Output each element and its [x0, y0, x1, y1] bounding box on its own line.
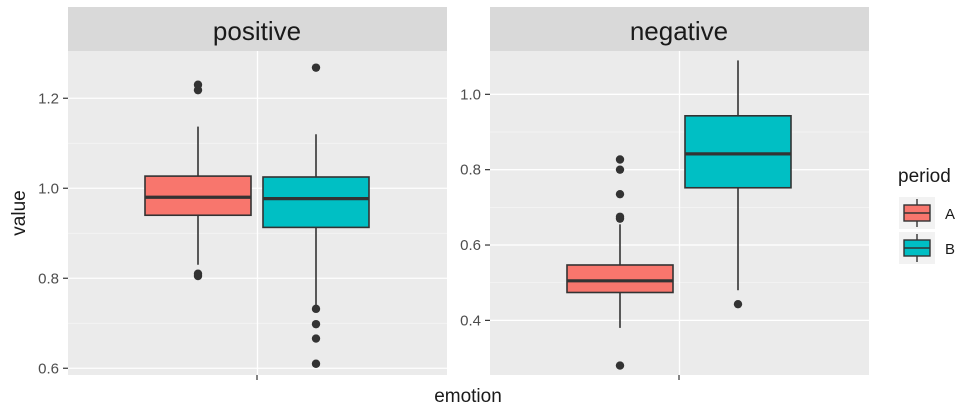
box-negative-B — [684, 115, 792, 189]
y-tick-label-positive: 0.6 — [38, 360, 59, 377]
box-negative-A — [566, 264, 674, 294]
outlier-negative-A — [615, 189, 625, 199]
gridlines-negative — [490, 51, 869, 375]
x-axis-title: emotion — [434, 386, 502, 407]
outlier-negative-A — [615, 165, 625, 174]
outlier-positive-B — [311, 359, 321, 368]
strip-positive-background — [68, 7, 447, 51]
outlier-negative-B — [733, 299, 743, 309]
outlier-positive-A — [193, 80, 203, 89]
outlier-positive-B — [311, 304, 321, 314]
outlier-positive-B — [311, 63, 321, 72]
strip-negative-background — [490, 7, 869, 51]
outlier-negative-A — [615, 212, 625, 221]
boxes-negative — [566, 60, 792, 370]
outlier-positive-A — [193, 269, 203, 278]
y-axis-title: value — [9, 190, 30, 235]
y-tick-label-negative: 1.0 — [460, 86, 481, 103]
y-axis-positive: 0.6 0.8 1.0 1.2 — [38, 90, 68, 377]
outlier-negative-A — [615, 155, 625, 164]
outlier-positive-B — [311, 319, 321, 329]
y-tick-label-positive: 1.2 — [38, 90, 59, 107]
outlier-positive-B — [311, 334, 321, 343]
y-axis-negative: 0.4 0.6 0.8 1.0 — [460, 86, 490, 329]
legend-label-A: A — [945, 206, 955, 223]
legend-label-B: B — [945, 241, 955, 258]
legend-title: period — [898, 166, 951, 187]
box-positive-B — [262, 176, 370, 229]
panel-positive: positive 0.6 0.8 1.0 1.2 — [38, 7, 447, 380]
y-tick-label-negative: 0.4 — [460, 312, 481, 329]
strip-negative-label: negative — [630, 16, 728, 46]
gridlines-positive — [68, 51, 447, 375]
boxes-positive — [144, 63, 370, 368]
y-tick-label-negative: 0.6 — [460, 237, 481, 254]
strip-positive-label: positive — [213, 16, 301, 46]
y-tick-label-negative: 0.8 — [460, 162, 481, 179]
legend: period AB — [898, 166, 955, 264]
legend-items: AB — [899, 197, 955, 264]
outlier-negative-A — [615, 361, 625, 370]
y-tick-label-positive: 0.8 — [38, 270, 59, 287]
panel-negative: negative 0.4 0.6 0.8 1.0 — [460, 7, 869, 380]
y-tick-label-positive: 1.0 — [38, 180, 59, 197]
